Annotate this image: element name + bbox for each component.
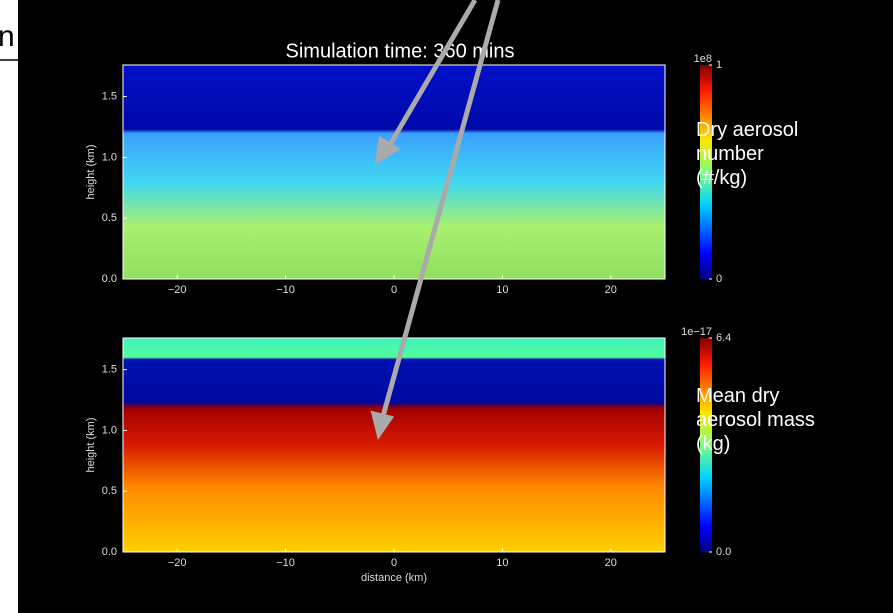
- colorbar-tick-label: 6.4: [716, 332, 731, 344]
- x-tick-label: 20: [605, 284, 617, 296]
- x-tick-label: −20: [168, 557, 187, 569]
- x-tick-label: 0: [391, 284, 397, 296]
- y-tick-label: 0.0: [102, 273, 117, 285]
- x-tick-label: −10: [276, 557, 295, 569]
- colorbar-label: Mean dry aerosol mass (kg): [696, 385, 815, 455]
- colorbar-tick-label: 0.0: [716, 546, 731, 558]
- colorbar: [700, 338, 712, 552]
- fragment-text: n: [0, 20, 15, 53]
- y-tick-label: 0.5: [102, 212, 117, 224]
- y-axis-label: height (km): [85, 144, 97, 199]
- y-axis-label: height (km): [85, 417, 97, 472]
- colorbar-tick-label: 0: [716, 273, 722, 285]
- chart-title: Simulation time: 360 mins: [286, 40, 515, 62]
- y-tick-label: 1.5: [102, 91, 117, 103]
- x-tick-label: 10: [496, 557, 508, 569]
- x-tick-label: 10: [496, 284, 508, 296]
- x-tick-label: −10: [276, 284, 295, 296]
- colorbar-offset-label: 1e8: [694, 53, 712, 65]
- arrows: [370, 0, 501, 440]
- colorbar-offset-label: 1e−17: [681, 326, 712, 338]
- heatmap-field: [123, 65, 665, 279]
- y-tick-label: 0.0: [102, 546, 117, 558]
- x-tick-label: 0: [391, 557, 397, 569]
- y-tick-label: 0.5: [102, 485, 117, 497]
- x-tick-label: 20: [605, 557, 617, 569]
- colorbar-tick-label: 1: [716, 59, 722, 71]
- y-tick-label: 1.0: [102, 151, 117, 163]
- x-axis-label: distance (km): [361, 572, 427, 584]
- y-tick-label: 1.0: [102, 424, 117, 436]
- colorbar: [700, 65, 712, 279]
- y-tick-label: 1.5: [102, 364, 117, 376]
- colorbar-label: Dry aerosol number (#/kg): [696, 119, 799, 189]
- x-tick-label: −20: [168, 284, 187, 296]
